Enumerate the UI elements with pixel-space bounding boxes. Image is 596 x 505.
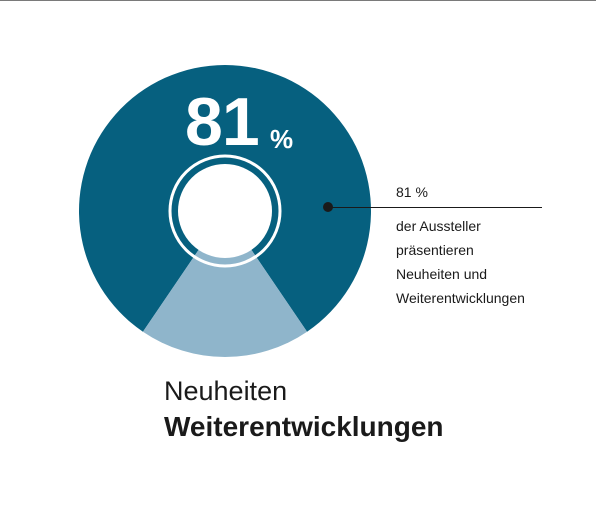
caption-line-1: Neuheiten [164, 376, 288, 406]
caption-line-2: Weiterentwicklungen [164, 411, 444, 442]
callout-line [328, 207, 542, 208]
center-unit: % [270, 124, 294, 154]
callout-dot [323, 202, 333, 212]
donut-hole [178, 164, 272, 258]
top-rule [0, 0, 596, 1]
callout-text: der Aussteller präsentieren Neuheiten un… [396, 218, 525, 306]
slice-rest [142, 211, 308, 357]
callout-value: 81 % [396, 184, 428, 200]
center-value: 81 [185, 84, 260, 160]
donut-ring [168, 154, 282, 268]
